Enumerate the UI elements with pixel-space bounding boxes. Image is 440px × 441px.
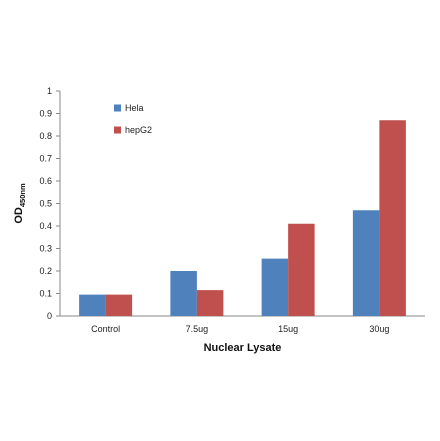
- x-category-label: Control: [91, 324, 120, 334]
- y-tick-label: 1: [47, 86, 52, 96]
- legend-label: hepG2: [125, 125, 152, 135]
- y-tick-label: 0.8: [39, 131, 52, 141]
- bars: [79, 120, 406, 316]
- y-axis-title-main: OD: [13, 207, 25, 224]
- bar-hepg2-15ug: [288, 223, 315, 316]
- legend-label: Hela: [125, 103, 144, 113]
- y-tick-label: 0: [47, 311, 52, 321]
- x-category-label: 7.5ug: [186, 324, 209, 334]
- bar-hepg2-30ug: [379, 120, 406, 316]
- bar-hela-control: [79, 294, 106, 316]
- y-tick-label: 0.4: [39, 221, 52, 231]
- legend-swatch: [114, 126, 121, 134]
- y-tick-label: 0.9: [39, 109, 52, 119]
- bar-hela-15ug: [261, 258, 289, 316]
- x-category-label: 30ug: [369, 324, 389, 334]
- legend-swatch: [114, 104, 121, 112]
- y-tick-label: 0.7: [39, 154, 52, 164]
- y-tick-label: 0.1: [39, 289, 52, 299]
- x-category-labels: Control 7.5ug 15ug 30ug: [91, 324, 389, 334]
- x-axis-title: Nuclear Lysate: [204, 342, 282, 354]
- y-axis-title: OD450nm: [13, 183, 27, 224]
- y-tick-label: 0.5: [39, 199, 52, 209]
- y-tick-label: 0.2: [39, 266, 52, 276]
- bar-hepg2-7-5ug: [196, 290, 224, 316]
- y-tick-label: 0.3: [39, 244, 52, 254]
- y-ticks: 0 0.1 0.2 0.3 0.4 0.5 0.6 0.7 0.8 0.9 1: [39, 86, 60, 321]
- x-category-label: 15ug: [278, 324, 298, 334]
- legend: Hela hepG2: [114, 103, 152, 135]
- bar-hela-7-5ug: [170, 271, 197, 316]
- y-axis-title-subscript: 450nm: [18, 183, 27, 207]
- y-tick-label: 0.6: [39, 176, 52, 186]
- bar-hela-30ug: [352, 210, 380, 316]
- bar-hepg2-control: [105, 294, 133, 316]
